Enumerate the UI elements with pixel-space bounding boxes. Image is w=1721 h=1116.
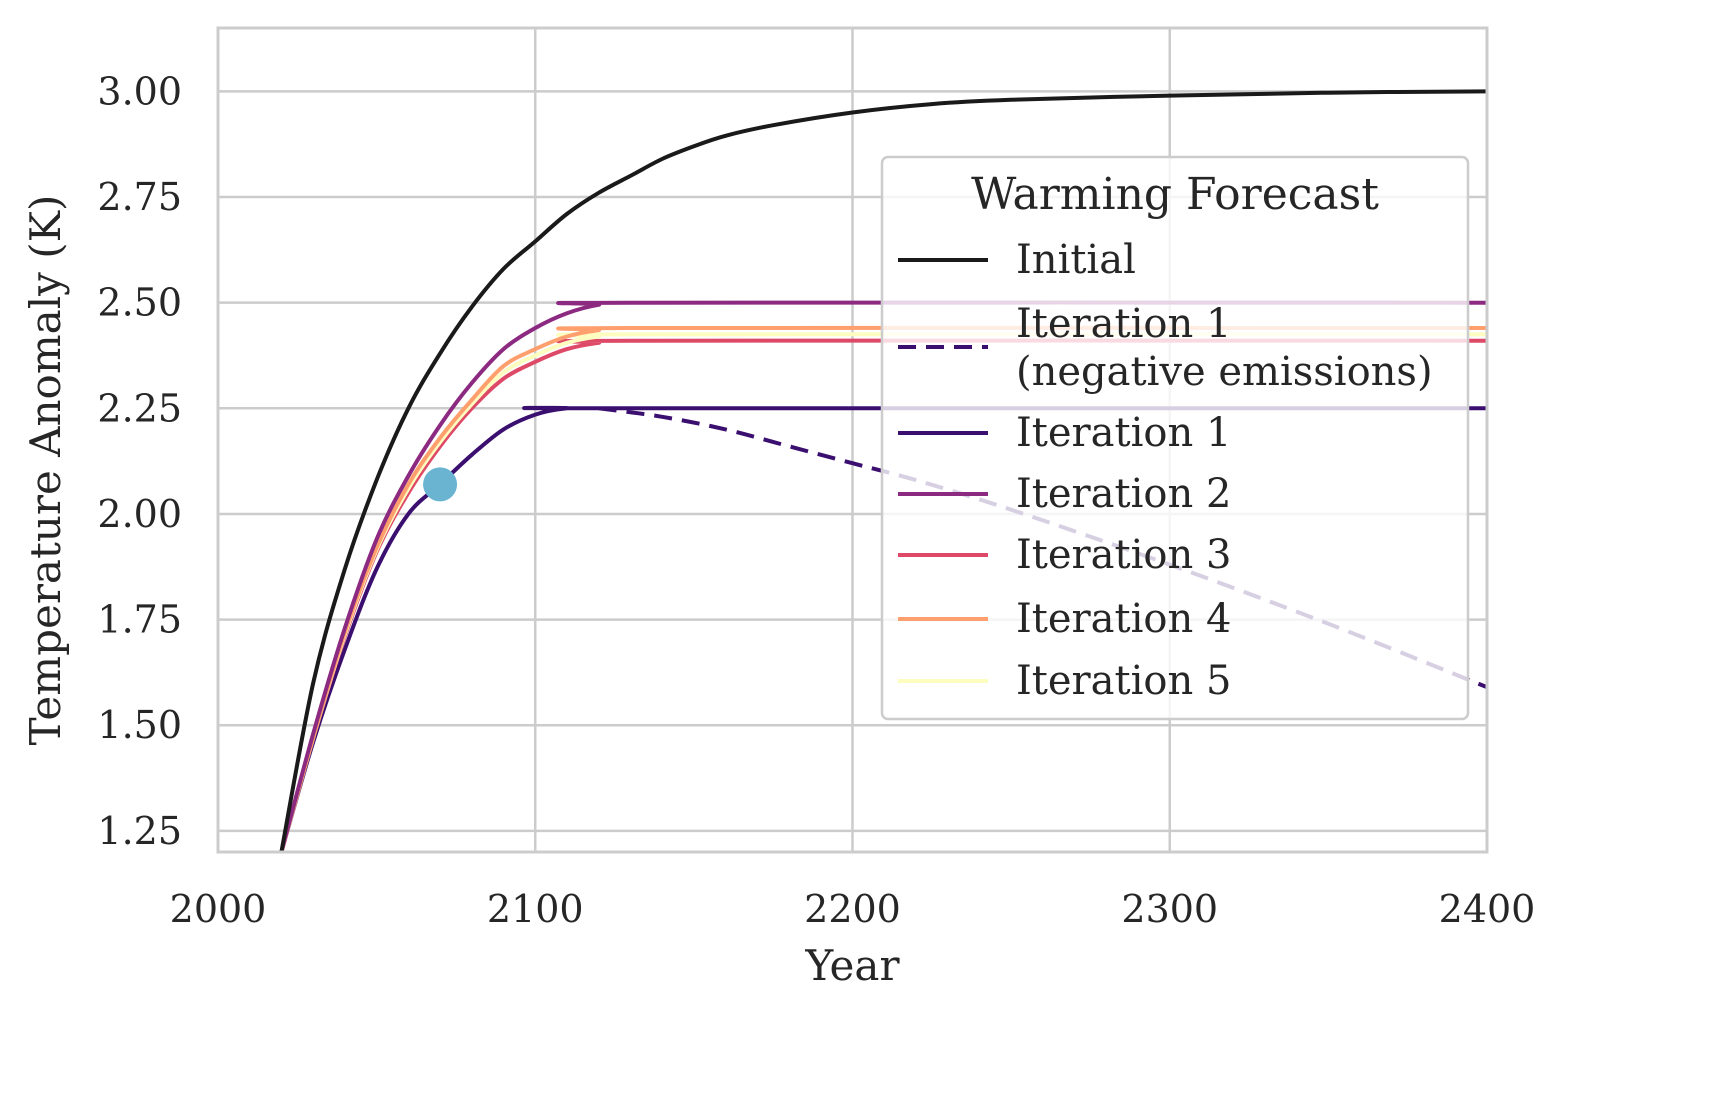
y-tick-2.75: 2.75: [97, 175, 182, 219]
legend-entry-iter2: Iteration 2: [898, 471, 1231, 517]
legend-title: Warming Forecast: [971, 169, 1379, 220]
x-tick-2400: 2400: [1439, 887, 1536, 931]
series-line-iter2: [279, 300, 1487, 852]
legend-entry-iter4: Iteration 4: [898, 596, 1231, 642]
legend-label-initial: Initial: [1016, 237, 1136, 283]
legend-label-iter5: Iteration 5: [1016, 658, 1231, 704]
y-tick-3.00: 3.00: [97, 69, 182, 113]
legend-label-iter1_neg-line0: Iteration 1: [1016, 301, 1231, 347]
x-axis-label: Year: [804, 941, 900, 990]
x-tick-labels: 2000 2100 2200 2300 2400: [170, 887, 1536, 931]
legend-entry-iter3: Iteration 3: [898, 532, 1231, 578]
legend-entry-initial: Initial: [898, 237, 1136, 283]
y-tick-2.50: 2.50: [97, 281, 182, 325]
x-tick-2300: 2300: [1121, 887, 1218, 931]
legend-label-iter1: Iteration 1: [1016, 410, 1231, 456]
marker-layer: [423, 467, 458, 502]
x-tick-2100: 2100: [487, 887, 584, 931]
x-tick-2000: 2000: [170, 887, 267, 931]
y-tick-1.25: 1.25: [97, 809, 182, 853]
y-tick-1.75: 1.75: [97, 598, 182, 642]
y-tick-labels: 1.25 1.50 1.75 2.00 2.25 2.50 2.75 3.00: [97, 69, 182, 852]
plot-frame: [216, 26, 1489, 854]
legend-entry-iter5: Iteration 5: [898, 658, 1231, 704]
y-axis-label: Temperature Anomaly (K): [21, 195, 70, 746]
y-tick-2.00: 2.00: [97, 492, 182, 536]
highlight-marker-0: [423, 467, 458, 502]
y-tick-1.50: 1.50: [97, 703, 182, 747]
legend-label-iter1_neg-line1: (negative emissions): [1016, 349, 1433, 395]
series-line-initial: [279, 89, 1487, 852]
y-tick-2.25: 2.25: [97, 386, 182, 430]
legend-box: [880, 155, 1470, 721]
legend-entry-iter1: Iteration 1: [898, 410, 1231, 456]
series-line-iter1: [279, 405, 1487, 852]
legend-label-iter4: Iteration 4: [1016, 596, 1231, 642]
x-tick-2200: 2200: [804, 887, 901, 931]
legend-entry-iter1_neg: Iteration 1(negative emissions): [898, 301, 1433, 395]
legend-label-iter2: Iteration 2: [1016, 471, 1231, 517]
legend-label-iter3: Iteration 3: [1016, 532, 1231, 578]
